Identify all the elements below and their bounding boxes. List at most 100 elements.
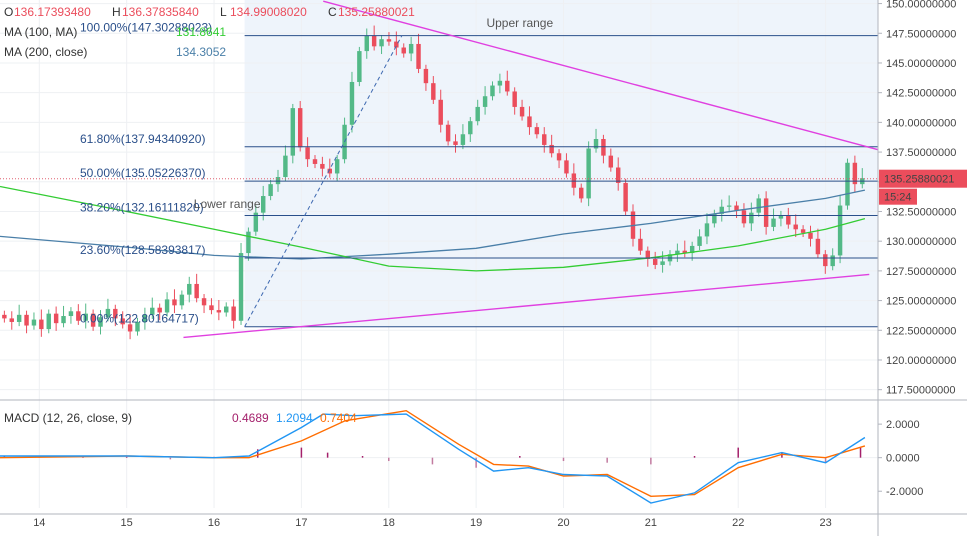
candle-body <box>194 283 199 299</box>
candle-body <box>187 283 192 295</box>
ma200-legend-label: MA (200, close) <box>4 45 87 59</box>
candle-body <box>68 311 74 317</box>
macd-legend-value: 0.7404 <box>320 411 357 425</box>
fib-level-label: 100.00%(147.30288023) <box>80 21 212 35</box>
candle-body <box>549 144 554 154</box>
candle-body <box>246 231 251 254</box>
candle-body <box>734 205 739 211</box>
candle-body <box>823 254 828 267</box>
price-tick-label: 142.50000000 <box>886 88 956 100</box>
candle-body <box>749 212 754 224</box>
date-tick-label: 18 <box>383 517 395 529</box>
candle-body <box>172 299 177 306</box>
candle-body <box>837 205 843 256</box>
ohlc-value: 136.37835840 <box>122 5 199 19</box>
candle-body <box>682 250 687 254</box>
candle-body <box>453 141 458 145</box>
ohlc-key: H <box>112 5 121 19</box>
candle-body <box>157 307 162 313</box>
date-tick-label: 19 <box>470 517 482 529</box>
candle-body <box>120 318 125 325</box>
date-tick-label: 23 <box>819 517 831 529</box>
candle-body <box>431 83 436 100</box>
fib-level-label: 38.20%(132.16111820) <box>80 201 204 215</box>
candle-body <box>90 313 96 327</box>
candle-body <box>364 35 369 52</box>
candle-body <box>31 319 37 326</box>
candle-body <box>76 311 81 321</box>
candle-body <box>726 205 732 207</box>
price-tick-label: 137.50000000 <box>886 147 956 159</box>
candle-body <box>2 314 7 319</box>
candle-body <box>408 43 414 54</box>
candle-body <box>371 35 377 47</box>
candle-body <box>305 147 310 160</box>
candle-body <box>438 99 443 125</box>
candle-body <box>127 324 133 332</box>
candle-body <box>290 108 296 156</box>
candle-body <box>830 255 835 267</box>
candle-body <box>312 159 318 164</box>
candle-body <box>571 173 577 188</box>
candle-body <box>9 318 14 322</box>
date-tick-label: 17 <box>295 517 307 529</box>
candle-body <box>150 307 155 315</box>
candle-body <box>712 213 717 224</box>
candle-body <box>786 215 791 225</box>
candle-body <box>423 68 429 84</box>
macd-tick-label: -2.0000 <box>886 486 923 498</box>
candle-body <box>652 258 658 265</box>
candle-body <box>445 124 451 142</box>
candle-body <box>564 160 569 174</box>
candle-body <box>261 196 266 213</box>
candle-body <box>778 215 784 219</box>
candle-body <box>231 306 236 321</box>
candle-body <box>209 305 214 311</box>
candle-body <box>475 106 480 122</box>
candle-body <box>497 80 503 86</box>
date-tick-label: 20 <box>557 517 569 529</box>
date-tick-label: 22 <box>732 517 744 529</box>
candle-body <box>61 316 66 324</box>
countdown-tag-value: 15:24 <box>884 192 912 204</box>
date-tick-label: 16 <box>208 517 220 529</box>
candle-body <box>386 39 392 42</box>
candle-body <box>320 163 325 169</box>
candle-body <box>224 306 229 313</box>
candle-body <box>142 314 148 322</box>
macd-tick-label: 0.0000 <box>886 453 920 465</box>
candle-body <box>763 198 769 227</box>
candle-body <box>135 321 140 332</box>
candle-body <box>800 229 806 233</box>
trendline-upper <box>323 0 879 151</box>
candle-body <box>593 139 599 149</box>
candle-body <box>105 308 111 318</box>
candle-body <box>675 250 680 255</box>
candle-body <box>793 224 798 230</box>
candle-body <box>490 85 495 97</box>
price-tick-label: 145.00000000 <box>886 58 956 70</box>
candle-body <box>689 245 695 254</box>
fib-level-label: 23.60%(128.58393817) <box>80 243 205 257</box>
macd-legend-value: 1.2094 <box>276 411 313 425</box>
candle-body <box>660 261 665 265</box>
price-tick-label: 140.00000000 <box>886 117 956 129</box>
candle-body <box>83 313 88 321</box>
macd-line <box>0 413 866 504</box>
candle-body <box>238 253 244 321</box>
candle-body <box>697 236 702 246</box>
price-tick-label: 117.50000000 <box>886 385 956 397</box>
candle-body <box>268 184 273 197</box>
price-tick-label: 130.00000000 <box>886 236 956 248</box>
candle-body <box>608 155 614 168</box>
candle-body <box>39 319 44 330</box>
candle-body <box>357 51 362 82</box>
candle-body <box>349 81 355 125</box>
candle-body <box>401 47 406 54</box>
ma100-legend-label: MA (100, MA) <box>4 25 77 39</box>
candle-body <box>579 187 584 199</box>
countdown-tag <box>879 188 917 205</box>
candle-body <box>416 43 421 69</box>
candle-body <box>756 198 761 213</box>
